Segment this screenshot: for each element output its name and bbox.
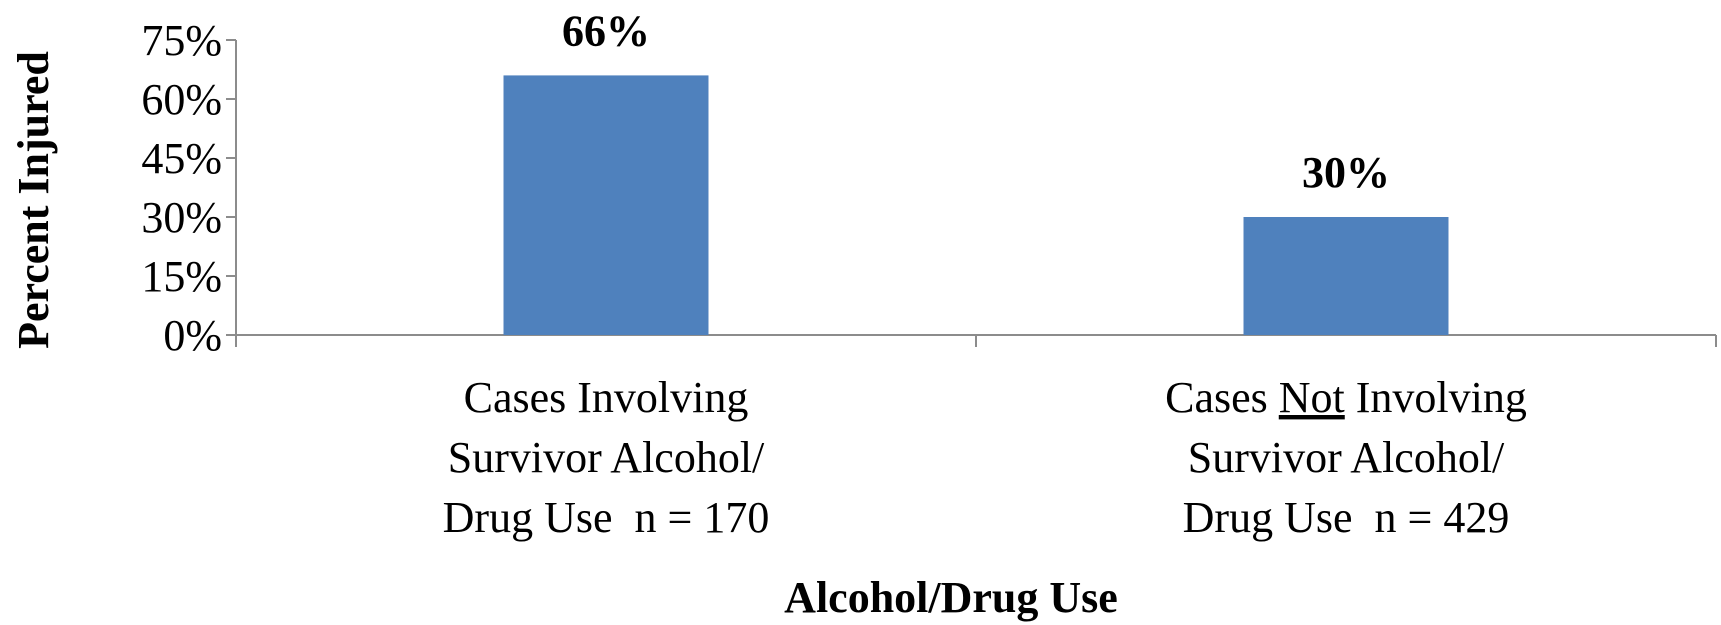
y-tick-label: 15% <box>141 252 222 301</box>
category-label: Cases Involving Survivor Alcohol/Drug Use… <box>443 373 770 542</box>
y-tick-label: 45% <box>141 134 222 183</box>
category-label-text: Survivor Alcohol/ <box>1188 433 1505 482</box>
category-label-line: Survivor Alcohol/ <box>1188 433 1505 482</box>
y-tick-label: 0% <box>163 311 222 360</box>
data-labels: 66% 30% <box>562 6 1390 197</box>
category-label-line: Cases Involving <box>464 373 749 422</box>
bar <box>1243 217 1449 335</box>
underlined-word: Not <box>1279 373 1345 422</box>
category-label-line: Cases Not Involving <box>1165 373 1527 422</box>
bars <box>503 75 1449 336</box>
y-tick-label: 60% <box>141 75 222 124</box>
x-axis-title: Alcohol/Drug Use <box>784 573 1118 622</box>
category-label-text: Drug Use n = 429 <box>1183 493 1510 542</box>
category-label-text: Cases Involving <box>464 373 749 422</box>
x-axis <box>235 334 1717 347</box>
category-label-line: Drug Use n = 170 <box>443 493 770 542</box>
data-label: 66% <box>562 6 650 55</box>
category-label-text: Involving <box>1345 373 1527 422</box>
category-label-text: Survivor Alcohol/ <box>448 433 765 482</box>
category-label-line: Survivor Alcohol/ <box>448 433 765 482</box>
y-axis-title: Percent Injured <box>9 51 58 349</box>
category-label-line: Drug Use n = 429 <box>1183 493 1510 542</box>
category-label-text: Cases <box>1165 373 1279 422</box>
bar <box>503 75 709 336</box>
category-label-text: Drug Use n = 170 <box>443 493 770 542</box>
category-label: Cases Not Involving Survivor Alcohol/Drug… <box>1165 373 1527 542</box>
y-tick-label: 75% <box>141 16 222 65</box>
y-tick-label: 30% <box>141 193 222 242</box>
y-axis: 0% 15% 30% 45% 60% 75% <box>141 16 237 360</box>
category-labels: Cases Involving Survivor Alcohol/Drug Use… <box>443 373 1527 542</box>
data-label: 30% <box>1302 148 1390 197</box>
